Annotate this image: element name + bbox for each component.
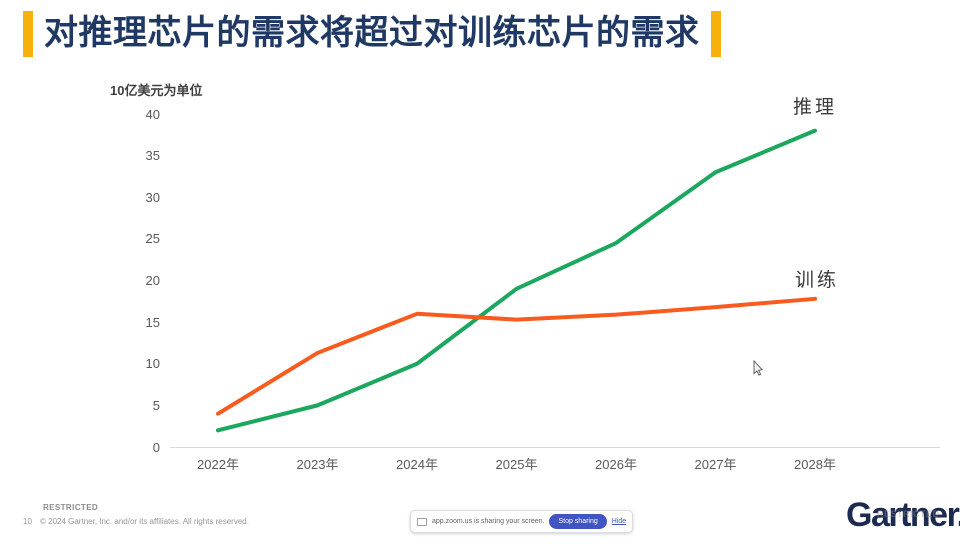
page-title: 对推理芯片的需求将超过对训练芯片的需求 <box>44 15 700 52</box>
series-line-1 <box>216 296 817 416</box>
page-number: 10 <box>23 517 32 526</box>
x-tick-label: 2023年 <box>296 457 339 472</box>
screen-share-icon <box>417 517 427 526</box>
screen-share-bar: app.zoom.us is sharing your screen. Stop… <box>410 510 634 533</box>
hide-share-bar-link[interactable]: Hide <box>611 518 627 525</box>
stop-sharing-button[interactable]: Stop sharing <box>549 514 607 529</box>
title-accent-bar-right <box>710 11 721 57</box>
share-message: app.zoom.us is sharing your screen. <box>432 518 545 525</box>
series-label-inference: 推理 <box>793 97 838 118</box>
y-tick-label: 35 <box>145 148 160 164</box>
y-tick-label: 10 <box>145 356 160 372</box>
y-axis-unit-label: 10亿美元为单位 <box>110 83 203 98</box>
title-row: 对推理芯片的需求将超过对训练芯片的需求 <box>23 11 721 57</box>
y-tick-label: 5 <box>152 397 160 413</box>
y-tick-label: 20 <box>145 273 160 288</box>
restricted-watermark: RESTRICTED <box>877 509 940 519</box>
x-tick-label: 2027年 <box>694 457 737 472</box>
series-line-0 <box>216 128 817 433</box>
y-tick-label: 15 <box>145 314 160 330</box>
x-tick-label: 2028年 <box>794 457 836 472</box>
copyright-text: © 2024 Gartner, Inc. and/or its affiliat… <box>40 517 249 526</box>
x-tick-label: 2025年 <box>495 457 538 472</box>
restricted-label: RESTRICTED <box>43 503 99 512</box>
y-tick-label: 30 <box>145 189 160 205</box>
y-tick-label: 40 <box>145 106 160 122</box>
series-label-training: 训练 <box>795 270 840 291</box>
x-tick-label: 2026年 <box>595 457 637 472</box>
x-tick-label: 2022年 <box>197 457 239 472</box>
y-tick-label: 25 <box>145 231 160 247</box>
y-tick-label: 0 <box>152 439 160 455</box>
gartner-logo: Gartner. <box>846 496 960 534</box>
x-tick-label: 2024年 <box>396 457 438 472</box>
title-accent-bar-left <box>23 11 33 57</box>
mouse-cursor <box>753 359 764 376</box>
